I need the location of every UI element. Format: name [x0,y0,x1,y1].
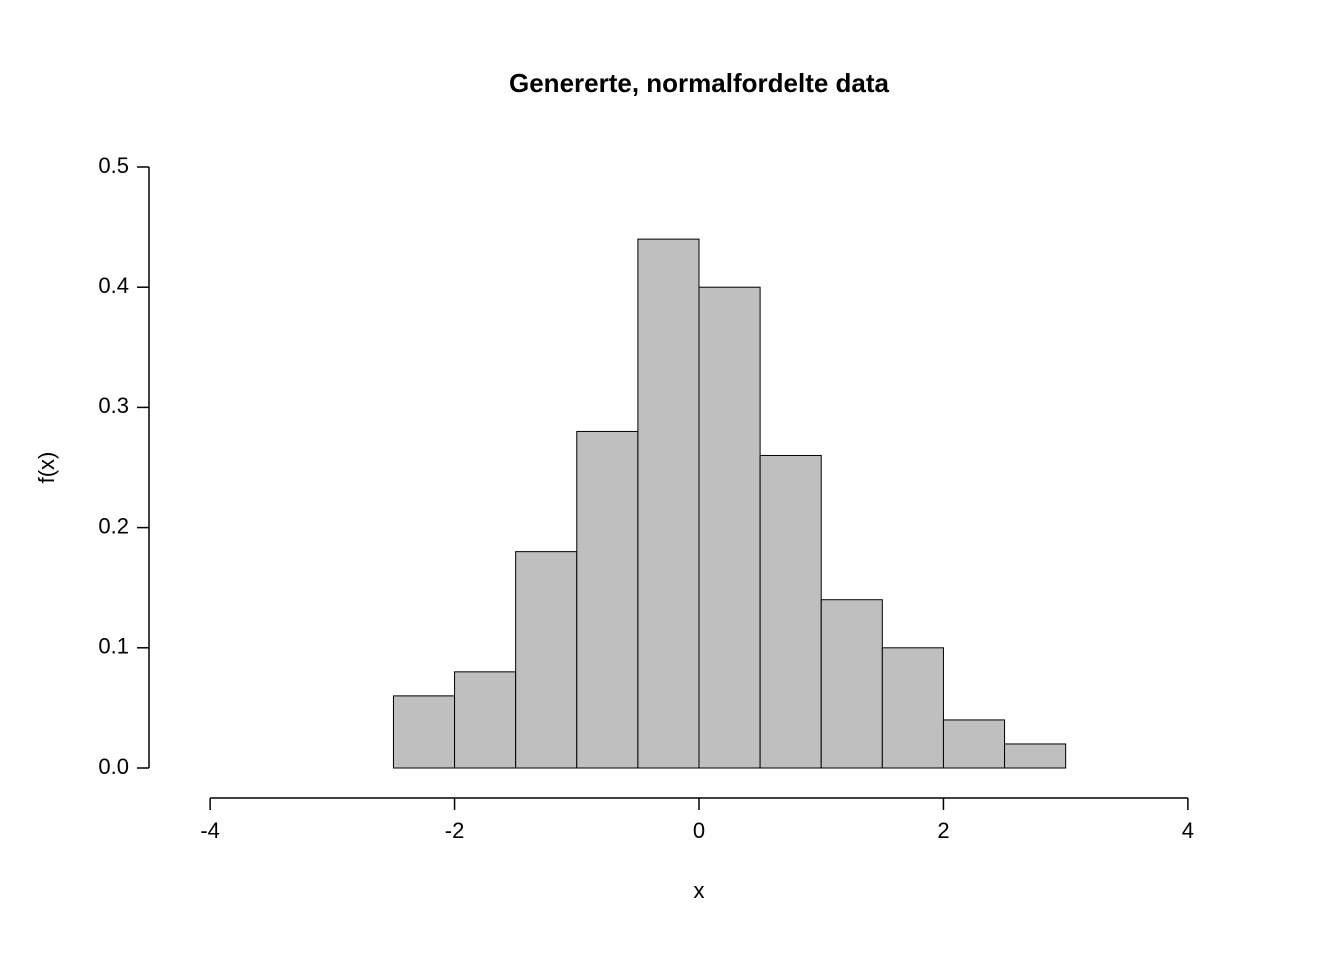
x-tick-label: -4 [200,818,220,843]
histogram-bar [638,239,699,768]
histogram-bar [516,552,577,768]
y-tick-label: 0.1 [98,634,129,659]
chart-svg: Genererte, normalfordelte data 0.0 0.1 0.2 0… [0,0,1344,960]
chart-title: Genererte, normalfordelte data [509,68,890,98]
histogram-bar [393,696,454,768]
histogram-bar [821,600,882,768]
x-tick-label: -2 [445,818,465,843]
histogram-bar [882,648,943,768]
x-tick-label: 2 [937,818,949,843]
x-axis-label: x [694,878,705,903]
y-tick-label: 0.4 [98,273,129,298]
y-tick-label: 0.2 [98,513,129,538]
histogram-bar [943,720,1004,768]
histogram-bar [1005,744,1066,768]
y-tick-label: 0.5 [98,153,129,178]
histogram-chart: Genererte, normalfordelte data 0.0 0.1 0.2 0… [0,0,1344,960]
x-tick-label: 0 [693,818,705,843]
histogram-bar [760,455,821,768]
y-tick-label: 0.0 [98,754,129,779]
histogram-bar [455,672,516,768]
y-axis-label: f(x) [34,452,59,484]
histogram-bar [577,431,638,768]
y-tick-label: 0.3 [98,393,129,418]
x-tick-label: 4 [1182,818,1194,843]
histogram-bar [699,287,760,768]
